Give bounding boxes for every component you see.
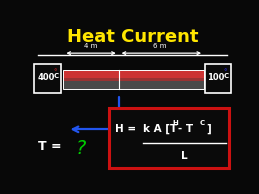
Text: C: C: [200, 120, 205, 126]
Text: Heat Current: Heat Current: [67, 28, 198, 46]
Text: 6 m: 6 m: [153, 43, 167, 49]
Text: ?: ?: [75, 139, 86, 158]
Text: 4 m: 4 m: [84, 43, 97, 49]
Bar: [63, 70, 204, 89]
Bar: [205, 64, 231, 94]
Text: °: °: [54, 69, 57, 75]
Bar: [63, 71, 204, 78]
Text: 400: 400: [37, 73, 55, 81]
Bar: [34, 64, 61, 94]
Text: 100: 100: [207, 73, 224, 81]
Text: H: H: [172, 120, 178, 126]
Text: H =: H =: [115, 124, 136, 134]
Text: C: C: [224, 73, 229, 79]
Text: T =: T =: [38, 140, 62, 153]
Text: °: °: [223, 69, 227, 75]
Bar: [63, 70, 204, 89]
Text: k A [T: k A [T: [143, 124, 177, 134]
Text: ]: ]: [206, 124, 211, 134]
Text: - T: - T: [178, 124, 193, 134]
Bar: [63, 78, 204, 81]
Text: L: L: [181, 151, 188, 161]
Text: C: C: [54, 73, 59, 79]
Bar: [109, 108, 229, 168]
